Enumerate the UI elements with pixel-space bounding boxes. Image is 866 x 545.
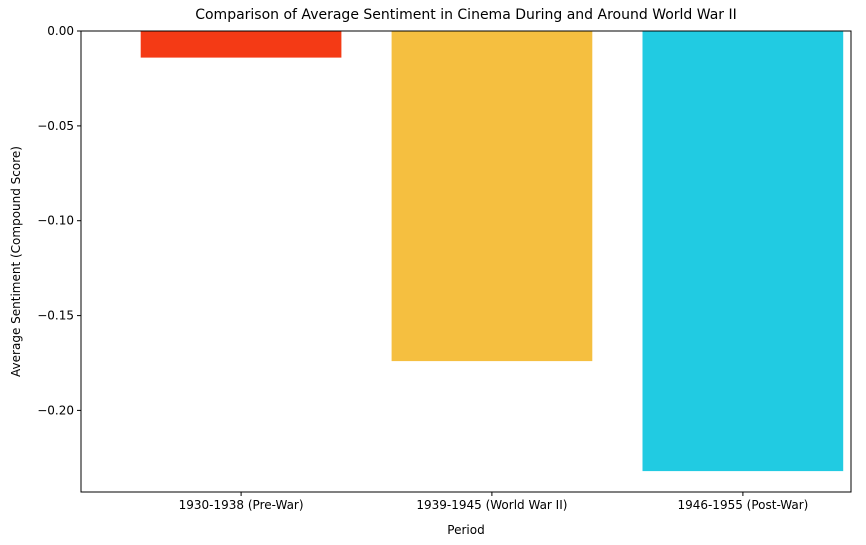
y-tick-label-3: −0.10 <box>37 214 74 228</box>
x-axis: 1930-1938 (Pre-War) 1939-1945 (World War … <box>179 492 808 512</box>
bars-group <box>140 31 844 472</box>
x-tick-label-1: 1930-1938 (Pre-War) <box>179 498 304 512</box>
y-tick-label-5: −0.20 <box>37 403 74 417</box>
y-tick-label-2: −0.05 <box>37 119 74 133</box>
x-axis-label: Period <box>447 523 484 537</box>
bar-3 <box>642 31 844 472</box>
y-tick-label-1: 0.00 <box>47 24 74 38</box>
bar-2 <box>391 31 593 362</box>
y-tick-label-4: −0.15 <box>37 309 74 323</box>
bar-1 <box>140 31 342 58</box>
x-tick-label-2: 1939-1945 (World War II) <box>416 498 567 512</box>
y-axis-label: Average Sentiment (Compound Score) <box>9 146 23 377</box>
x-tick-label-3: 1946-1955 (Post-War) <box>677 498 808 512</box>
y-axis: 0.00 −0.05 −0.10 −0.15 −0.20 <box>37 24 81 417</box>
chart-title: Comparison of Average Sentiment in Cinem… <box>195 7 737 23</box>
plot-frame <box>80 30 852 493</box>
